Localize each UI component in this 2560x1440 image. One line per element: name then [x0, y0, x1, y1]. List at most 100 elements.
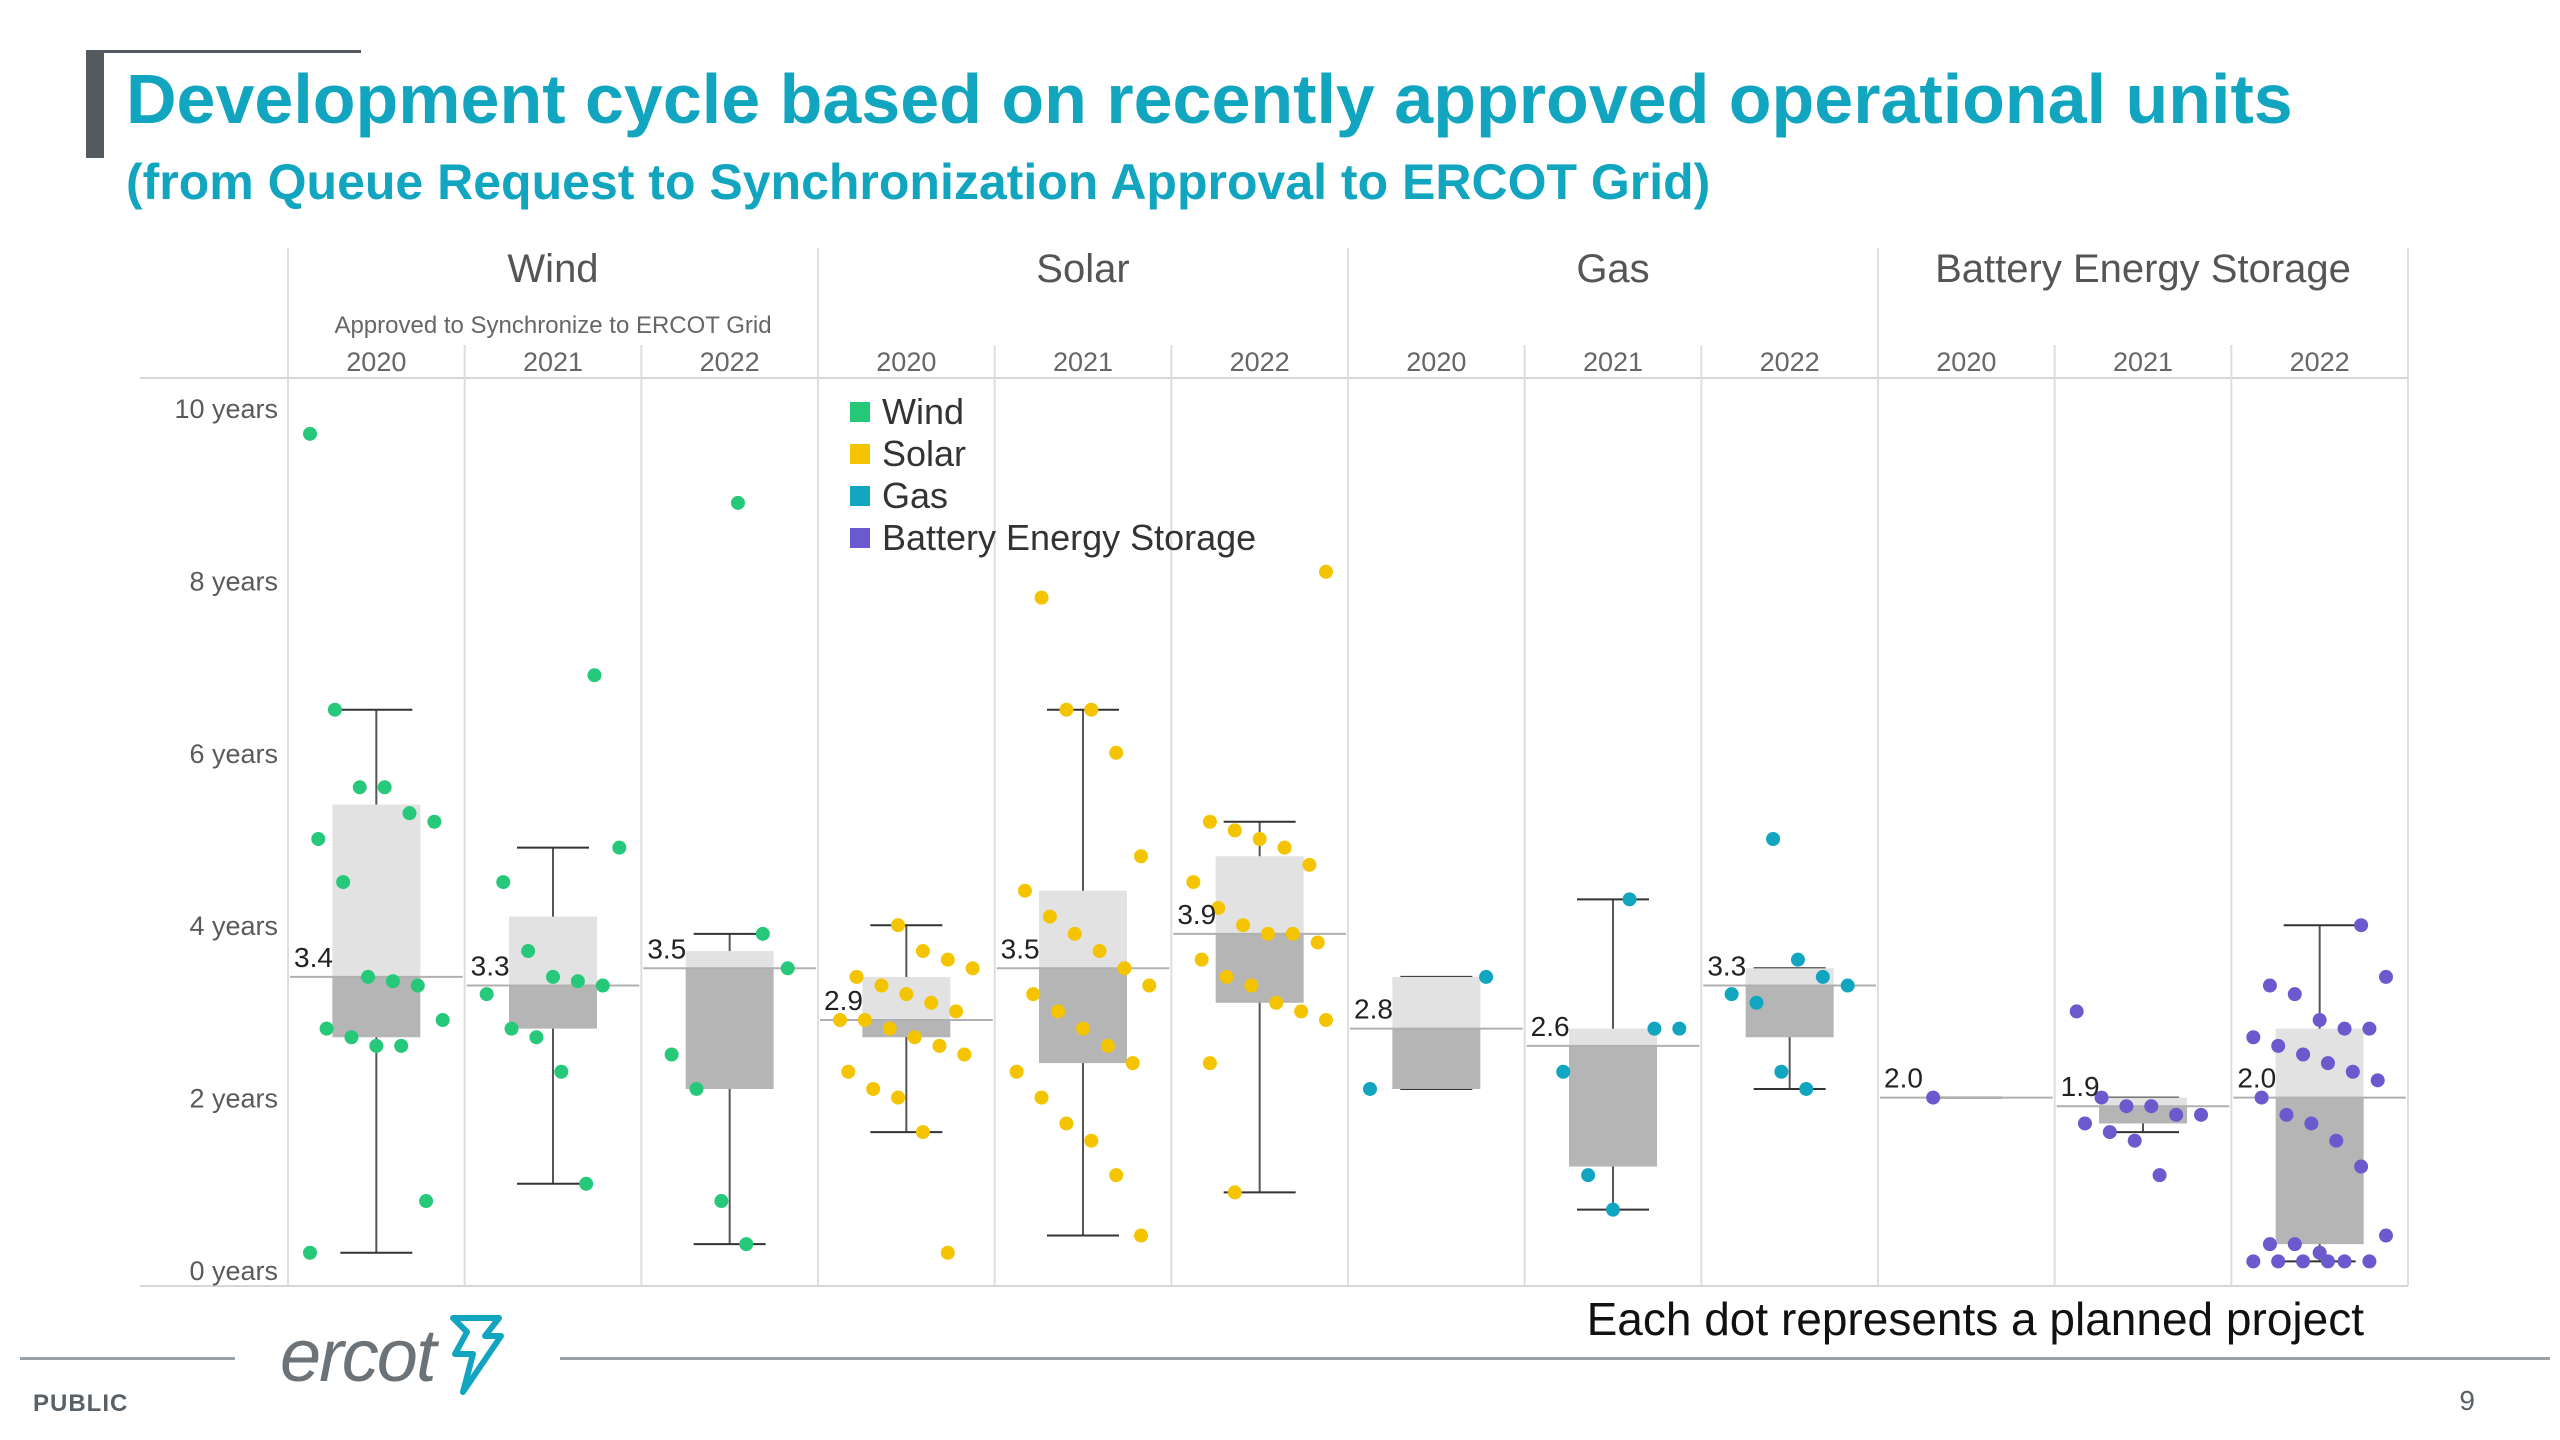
- data-point: [857, 1013, 872, 1028]
- ercot-logo: ercot: [280, 1305, 511, 1405]
- data-point: [1202, 1056, 1217, 1071]
- data-point: [2194, 1107, 2209, 1122]
- year-label: 2020: [1406, 347, 1466, 377]
- data-point: [2354, 918, 2369, 933]
- box-lower-quartile: [1215, 933, 1304, 1003]
- data-point: [1269, 995, 1284, 1010]
- median-label: 3.5: [647, 933, 686, 964]
- data-point: [1202, 814, 1217, 829]
- data-point: [2362, 1021, 2377, 1036]
- year-label: 2022: [2290, 347, 2350, 377]
- legend-label: Wind: [882, 391, 964, 432]
- data-point: [479, 987, 494, 1002]
- box-upper-quartile: [1392, 976, 1481, 1029]
- data-point: [419, 1194, 434, 1209]
- data-point: [361, 969, 376, 984]
- y-tick-label: 4 years: [189, 911, 278, 941]
- median-label: 2.8: [1354, 994, 1393, 1025]
- median-label: 3.4: [294, 942, 333, 973]
- legend-label: Gas: [882, 475, 948, 516]
- data-point: [1749, 995, 1764, 1010]
- data-point: [369, 1038, 384, 1053]
- data-point: [595, 978, 610, 993]
- data-point: [1134, 1228, 1149, 1243]
- year-label: 2021: [1053, 347, 1113, 377]
- year-label: 2021: [1583, 347, 1643, 377]
- data-point: [2312, 1013, 2327, 1028]
- data-point: [394, 1038, 409, 1053]
- data-point: [1556, 1064, 1571, 1079]
- data-point: [1009, 1064, 1024, 1079]
- data-point: [2069, 1004, 2084, 1019]
- data-point: [1285, 926, 1300, 941]
- data-point: [730, 495, 745, 510]
- data-point: [940, 952, 955, 967]
- median-label: 3.3: [471, 951, 510, 982]
- legend-label: Solar: [882, 433, 966, 474]
- data-point: [1252, 832, 1267, 846]
- legend-swatch: [850, 528, 870, 548]
- data-point: [377, 780, 392, 795]
- data-point: [664, 1047, 679, 1062]
- data-point: [1926, 1090, 1941, 1105]
- data-point: [402, 806, 417, 821]
- data-point: [1319, 564, 1333, 579]
- data-point: [1790, 952, 1805, 967]
- data-point: [311, 832, 326, 846]
- data-point: [2312, 1245, 2327, 1260]
- data-point: [1142, 978, 1157, 993]
- group-label: Battery Energy Storage: [1935, 247, 2351, 291]
- data-point: [2296, 1047, 2311, 1062]
- data-point: [2304, 1116, 2319, 1131]
- data-point: [874, 978, 889, 993]
- data-point: [2246, 1030, 2261, 1045]
- data-point: [1774, 1064, 1789, 1079]
- footer-rule-right: [560, 1357, 2550, 1360]
- chart-footnote: Each dot represents a planned project: [1586, 1293, 2364, 1345]
- data-point: [957, 1047, 972, 1062]
- data-point: [1017, 883, 1032, 898]
- data-point: [2362, 1254, 2377, 1269]
- legend-swatch: [850, 402, 870, 422]
- box-upper-quartile: [1745, 968, 1834, 986]
- data-point: [1026, 987, 1041, 1002]
- data-point: [1059, 702, 1074, 717]
- box-lower-quartile: [332, 976, 421, 1038]
- logo-wordmark: ercot: [280, 1313, 437, 1397]
- data-point: [882, 1021, 897, 1036]
- data-point: [2102, 1125, 2117, 1140]
- data-point: [1227, 1185, 1242, 1200]
- box-lower-quartile: [685, 968, 774, 1089]
- data-point: [689, 1081, 704, 1096]
- data-point: [2379, 1228, 2393, 1243]
- data-point: [1117, 961, 1132, 976]
- data-point: [546, 969, 560, 984]
- box-lower-quartile: [2275, 1097, 2364, 1245]
- data-point: [2279, 1107, 2294, 1122]
- data-point: [410, 978, 425, 993]
- y-tick-label: 2 years: [189, 1084, 278, 1114]
- data-point: [2271, 1254, 2286, 1269]
- data-point: [849, 969, 864, 984]
- data-point: [755, 926, 770, 941]
- data-point: [1219, 969, 1234, 984]
- legend-swatch: [850, 444, 870, 464]
- box-lower-quartile: [1569, 1045, 1657, 1167]
- data-point: [1227, 823, 1242, 838]
- median-label: 3.9: [1177, 899, 1216, 930]
- median-label: 2.6: [1531, 1011, 1570, 1042]
- data-point: [2379, 969, 2393, 984]
- y-tick-label: 10 years: [174, 394, 278, 424]
- classification-label: PUBLIC: [33, 1390, 129, 1417]
- data-point: [504, 1021, 519, 1036]
- data-point: [1277, 840, 1292, 855]
- data-point: [891, 918, 906, 933]
- data-point: [1840, 978, 1855, 993]
- data-point: [2287, 987, 2302, 1002]
- group-label: Gas: [1576, 247, 1649, 291]
- group-label: Wind: [507, 247, 598, 291]
- data-point: [915, 1125, 930, 1140]
- y-tick-label: 8 years: [189, 566, 278, 596]
- data-point: [303, 1245, 317, 1260]
